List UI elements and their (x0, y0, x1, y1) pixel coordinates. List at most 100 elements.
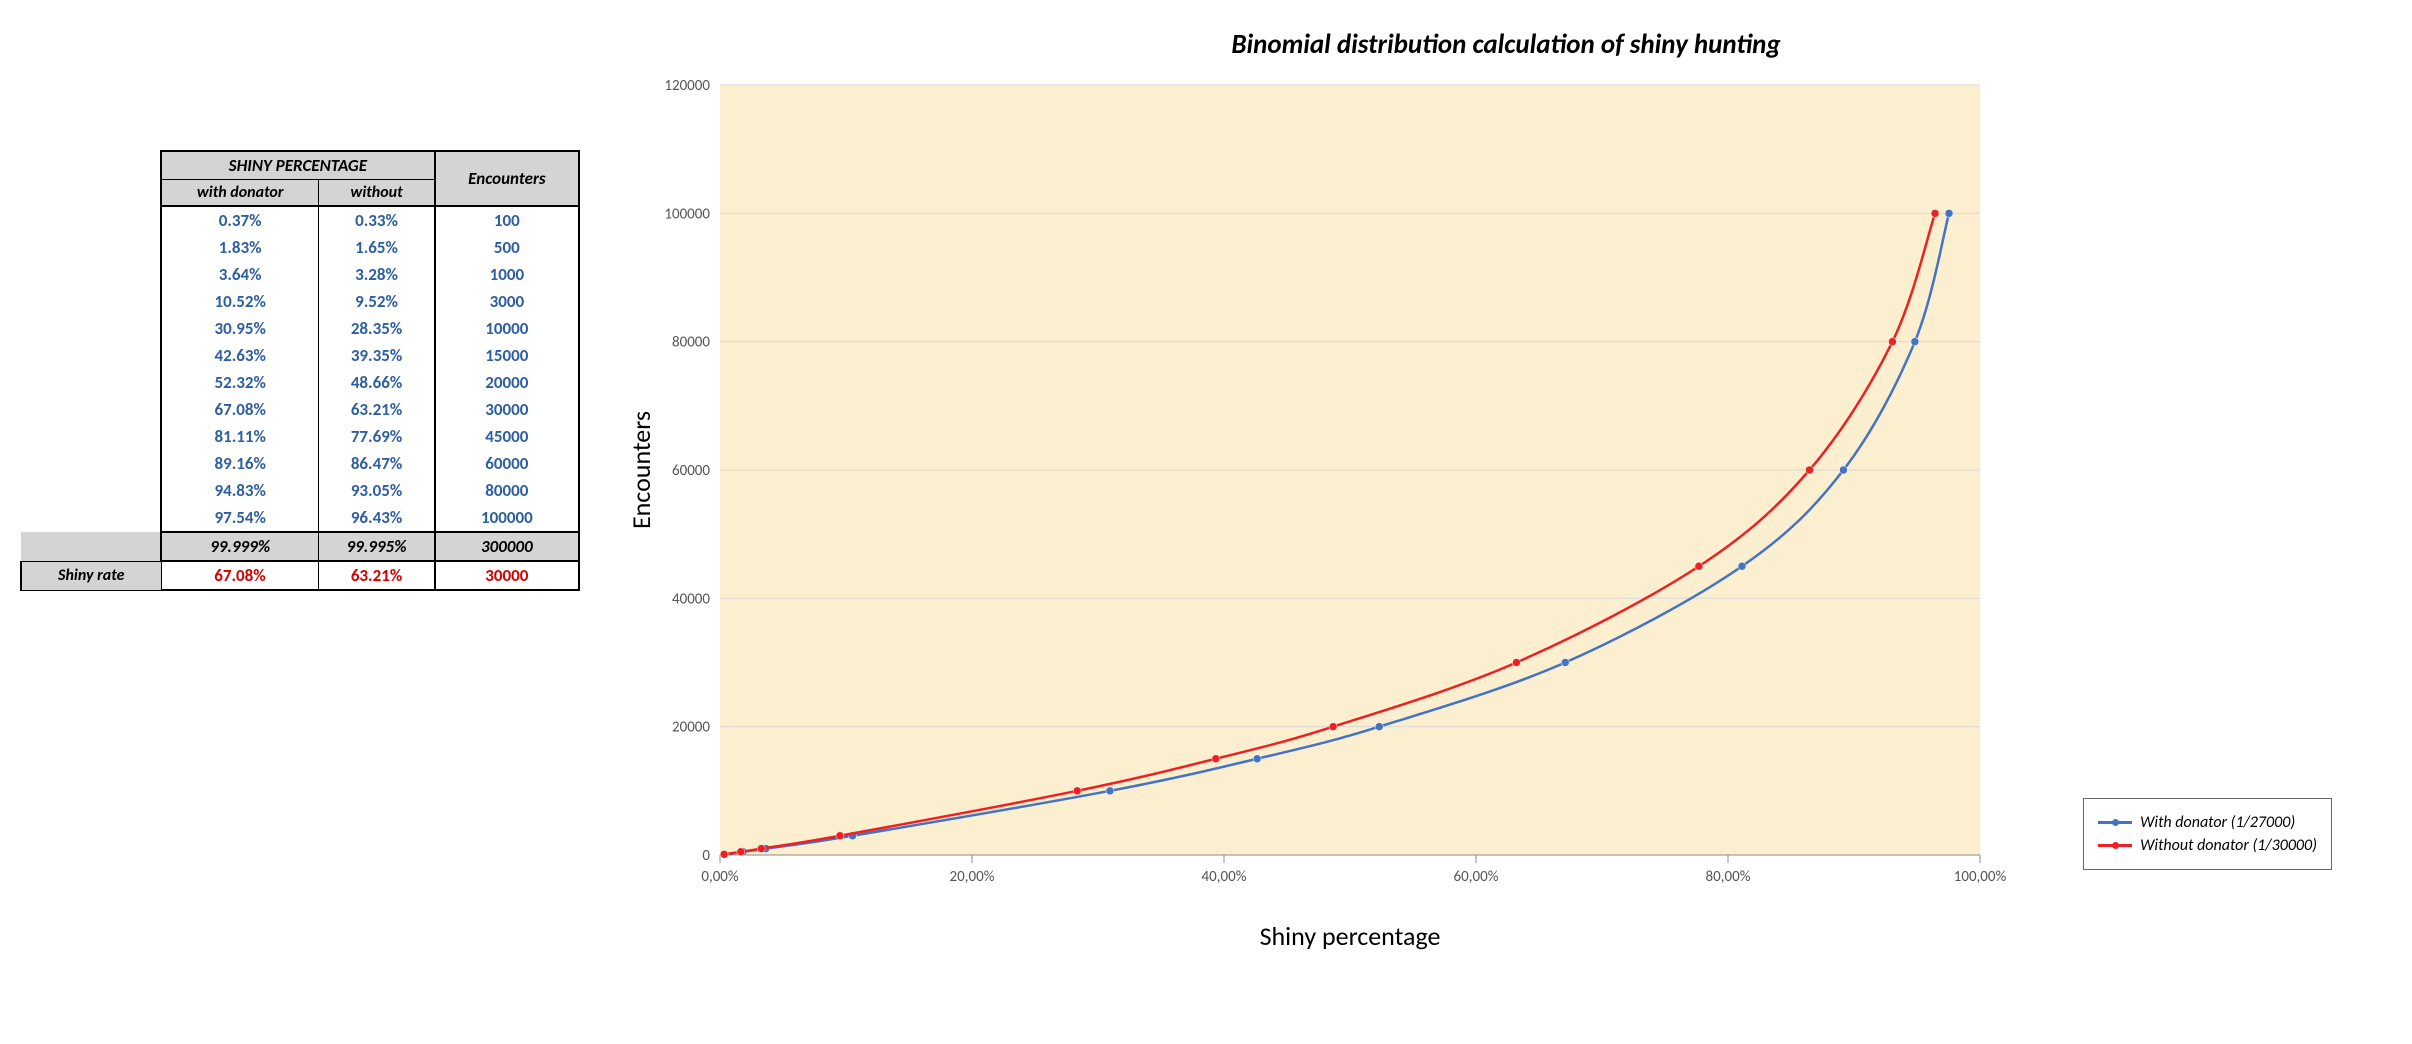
legend-item: With donator (1/27000) (2098, 813, 2317, 832)
svg-text:Encounters: Encounters (625, 411, 657, 529)
rate-enc: 30000 (435, 561, 579, 590)
table-row: 30.95%28.35%10000 (21, 315, 579, 342)
svg-text:0,00%: 0,00% (701, 868, 739, 886)
chart-title: Binomial distribution calculation of shi… (620, 28, 2392, 61)
cell-with: 10.52% (161, 288, 319, 315)
table-row: 94.83%93.05%80000 (21, 477, 579, 504)
cell-without: 77.69% (319, 423, 435, 450)
hl-enc: 300000 (435, 532, 579, 561)
svg-text:80000: 80000 (672, 334, 710, 352)
cell-enc: 20000 (435, 369, 579, 396)
rate-without: 63.21% (319, 561, 435, 590)
table-row: 89.16%86.47%60000 (21, 450, 579, 477)
chart-container: Binomial distribution calculation of shi… (620, 20, 2392, 970)
chart-legend: With donator (1/27000) Without donator (1… (2083, 798, 2332, 870)
svg-text:100000: 100000 (664, 205, 710, 223)
cell-with: 67.08% (161, 396, 319, 423)
rate-label: Shiny rate (21, 561, 161, 590)
data-table: SHINY PERCENTAGE Encounters with donator… (20, 150, 580, 591)
cell-enc: 500 (435, 234, 579, 261)
group-header: SHINY PERCENTAGE (161, 151, 435, 180)
chart-plot: 0,00% 20,00% 40,00% 60,00% 80,00% 100,00% 0 200… (620, 65, 2392, 970)
cell-with: 3.64% (161, 261, 319, 288)
empty-cell (21, 261, 161, 288)
cell-enc: 1000 (435, 261, 579, 288)
rate-with: 67.08% (161, 561, 319, 590)
cell-enc: 60000 (435, 450, 579, 477)
empty-cell (21, 532, 161, 561)
cell-without: 9.52% (319, 288, 435, 315)
cell-enc: 3000 (435, 288, 579, 315)
svg-text:0: 0 (702, 847, 710, 865)
empty-cell (21, 369, 161, 396)
cell-without: 93.05% (319, 477, 435, 504)
cell-with: 30.95% (161, 315, 319, 342)
cell-without: 3.28% (319, 261, 435, 288)
empty-cell (21, 396, 161, 423)
hl-with: 99.999% (161, 532, 319, 561)
legend-item: Without donator (1/30000) (2098, 836, 2317, 855)
cell-without: 39.35% (319, 342, 435, 369)
empty-cell (21, 315, 161, 342)
svg-text:60,00%: 60,00% (1454, 868, 1499, 886)
table-row-highlight: 99.999% 99.995% 300000 (21, 532, 579, 561)
table-row: 10.52%9.52%3000 (21, 288, 579, 315)
cell-enc: 30000 (435, 396, 579, 423)
legend-label: With donator (1/27000) (2140, 813, 2295, 832)
svg-text:60000: 60000 (672, 462, 710, 480)
svg-text:40000: 40000 (672, 590, 710, 608)
cell-with: 97.54% (161, 504, 319, 532)
svg-text:40,00%: 40,00% (1202, 868, 1247, 886)
svg-text:Shiny percentage: Shiny percentage (1260, 920, 1441, 952)
svg-text:80,00%: 80,00% (1706, 868, 1751, 886)
empty-cell (21, 180, 161, 207)
cell-without: 86.47% (319, 450, 435, 477)
empty-cell (21, 206, 161, 234)
svg-text:20000: 20000 (672, 719, 710, 737)
svg-text:100,00%: 100,00% (1954, 868, 2007, 886)
empty-cell (21, 234, 161, 261)
table-row: 67.08%63.21%30000 (21, 396, 579, 423)
cell-with: 52.32% (161, 369, 319, 396)
empty-cell (21, 477, 161, 504)
empty-cell (21, 342, 161, 369)
table-row: 81.11%77.69%45000 (21, 423, 579, 450)
table-row: 97.54%96.43%100000 (21, 504, 579, 532)
table-row: 52.32%48.66%20000 (21, 369, 579, 396)
svg-text:120000: 120000 (664, 77, 710, 95)
svg-text:20,00%: 20,00% (950, 868, 995, 886)
empty-cell (21, 450, 161, 477)
with-header: with donator (161, 180, 319, 207)
cell-without: 1.65% (319, 234, 435, 261)
empty-cell (21, 423, 161, 450)
hl-without: 99.995% (319, 532, 435, 561)
table-row: 0.37%0.33%100 (21, 206, 579, 234)
without-header: without (319, 180, 435, 207)
cell-with: 0.37% (161, 206, 319, 234)
cell-enc: 100000 (435, 504, 579, 532)
empty-cell (21, 151, 161, 180)
cell-without: 96.43% (319, 504, 435, 532)
cell-with: 1.83% (161, 234, 319, 261)
table-row: 42.63%39.35%15000 (21, 342, 579, 369)
cell-with: 42.63% (161, 342, 319, 369)
chart-svg: 0,00% 20,00% 40,00% 60,00% 80,00% 100,00% 0 200… (620, 65, 2020, 965)
encounters-header: Encounters (435, 151, 579, 206)
cell-enc: 100 (435, 206, 579, 234)
cell-without: 63.21% (319, 396, 435, 423)
table-row-rate: Shiny rate 67.08% 63.21% 30000 (21, 561, 579, 590)
cell-with: 81.11% (161, 423, 319, 450)
cell-enc: 45000 (435, 423, 579, 450)
cell-without: 0.33% (319, 206, 435, 234)
legend-label: Without donator (1/30000) (2140, 836, 2317, 855)
cell-without: 48.66% (319, 369, 435, 396)
cell-with: 94.83% (161, 477, 319, 504)
cell-enc: 15000 (435, 342, 579, 369)
cell-enc: 80000 (435, 477, 579, 504)
table-row: 1.83%1.65%500 (21, 234, 579, 261)
cell-with: 89.16% (161, 450, 319, 477)
table-row: 3.64%3.28%1000 (21, 261, 579, 288)
empty-cell (21, 288, 161, 315)
empty-cell (21, 504, 161, 532)
cell-enc: 10000 (435, 315, 579, 342)
